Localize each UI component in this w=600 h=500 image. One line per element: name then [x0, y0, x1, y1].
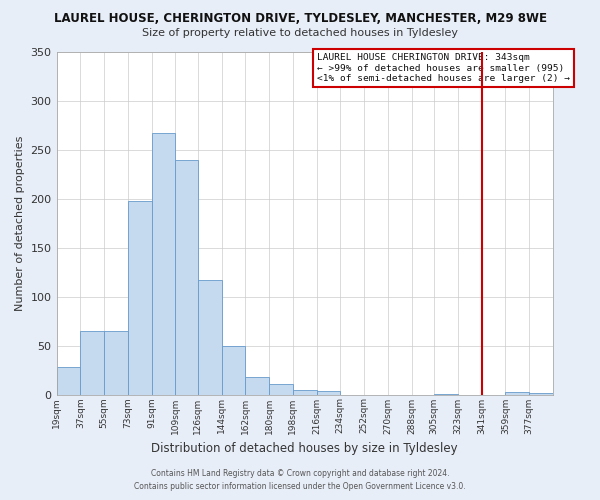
Bar	[245, 377, 269, 394]
Bar	[529, 392, 553, 394]
Bar	[317, 390, 340, 394]
Bar	[175, 160, 198, 394]
Bar	[198, 280, 221, 394]
Bar	[269, 384, 293, 394]
Text: LAUREL HOUSE CHERINGTON DRIVE: 343sqm
← >99% of detached houses are smaller (995: LAUREL HOUSE CHERINGTON DRIVE: 343sqm ← …	[317, 53, 570, 83]
Bar	[104, 331, 128, 394]
Bar	[152, 133, 175, 394]
Bar	[221, 346, 245, 395]
Text: Size of property relative to detached houses in Tyldesley: Size of property relative to detached ho…	[142, 28, 458, 38]
Text: LAUREL HOUSE, CHERINGTON DRIVE, TYLDESLEY, MANCHESTER, M29 8WE: LAUREL HOUSE, CHERINGTON DRIVE, TYLDESLE…	[53, 12, 547, 26]
X-axis label: Distribution of detached houses by size in Tyldesley: Distribution of detached houses by size …	[151, 442, 458, 455]
Bar	[56, 367, 80, 394]
Bar	[293, 390, 317, 394]
Bar	[128, 202, 152, 394]
Bar	[80, 331, 104, 394]
Text: Contains HM Land Registry data © Crown copyright and database right 2024.
Contai: Contains HM Land Registry data © Crown c…	[134, 470, 466, 491]
Bar	[505, 392, 529, 394]
Y-axis label: Number of detached properties: Number of detached properties	[15, 136, 25, 310]
